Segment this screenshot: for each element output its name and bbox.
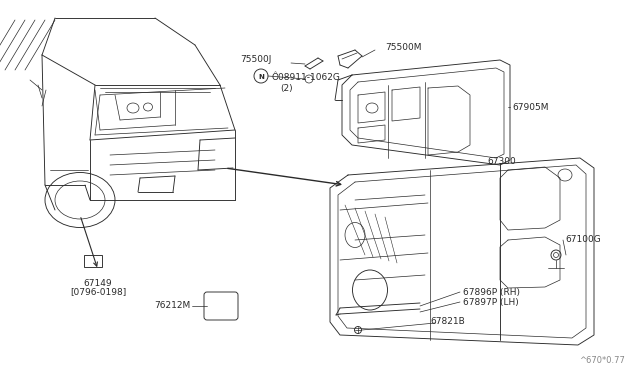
Text: N: N xyxy=(258,74,264,80)
Text: (2): (2) xyxy=(280,83,292,93)
Text: 67821B: 67821B xyxy=(430,317,465,327)
Text: Ô08911-1062G: Ô08911-1062G xyxy=(272,73,341,81)
Text: 67905M: 67905M xyxy=(512,103,548,112)
Text: ^670*0.77: ^670*0.77 xyxy=(579,356,625,365)
Text: 76212M: 76212M xyxy=(154,301,190,310)
Text: [0796-0198]: [0796-0198] xyxy=(70,288,126,296)
Text: 67100G: 67100G xyxy=(565,235,601,244)
Text: 67896P (RH): 67896P (RH) xyxy=(463,288,520,296)
Text: 67897P (LH): 67897P (LH) xyxy=(463,298,519,308)
Text: 75500J: 75500J xyxy=(241,55,272,64)
Text: 67149: 67149 xyxy=(84,279,112,288)
Text: 75500M: 75500M xyxy=(385,44,422,52)
Text: 67300: 67300 xyxy=(487,157,516,167)
Bar xyxy=(84,255,102,267)
